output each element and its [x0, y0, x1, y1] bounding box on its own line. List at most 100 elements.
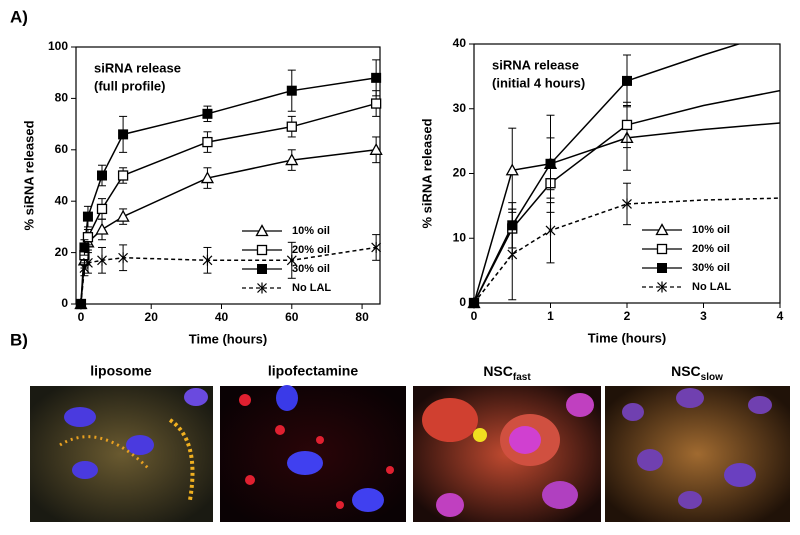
marker: [545, 158, 556, 169]
marker: [202, 108, 213, 119]
legend-label: 20% oil: [692, 243, 730, 255]
plot-lines: [80, 77, 377, 304]
panel-label: A): [10, 7, 28, 26]
x-axis-label: Time (hours): [588, 330, 667, 345]
marker: [286, 121, 297, 132]
legend-label: 20% oil: [292, 244, 330, 256]
marker: [82, 211, 93, 222]
x-tick-label: 80: [355, 310, 369, 324]
marker: [200, 171, 215, 184]
marker: [286, 254, 297, 266]
micrograph: [605, 386, 790, 522]
image-label-sub: fast: [513, 372, 531, 383]
x-tick-label: 2: [624, 309, 631, 323]
plot-lines: [474, 44, 780, 303]
marker: [79, 242, 90, 253]
micrograph: [413, 386, 601, 522]
marker: [622, 198, 632, 210]
panel-label: B): [10, 330, 28, 349]
series-line: [474, 203, 628, 303]
plot-frame: [75, 46, 381, 305]
y-tick-label: 20: [453, 166, 467, 180]
y-tick-label: 60: [55, 142, 69, 156]
x-tick-label: 1: [547, 309, 554, 323]
image-label: NSCslow: [671, 363, 723, 383]
marker: [656, 243, 668, 255]
image-label-main: NSC: [671, 363, 701, 379]
legend-label: 30% oil: [292, 263, 330, 275]
marker: [655, 223, 669, 236]
marker: [97, 254, 107, 266]
marker: [371, 72, 382, 83]
legend-label: No LAL: [292, 282, 331, 294]
x-tick-label: 3: [700, 309, 707, 323]
y-tick-label: 10: [453, 230, 467, 244]
marker: [507, 248, 518, 260]
fit-curve: [626, 44, 742, 82]
marker: [256, 244, 268, 256]
annotation: (initial 4 hours): [492, 75, 585, 90]
marker: [257, 264, 267, 274]
marker: [96, 203, 108, 215]
image-label: liposome: [90, 363, 152, 379]
x-tick-label: 0: [78, 310, 85, 324]
fit-curve: [626, 197, 780, 205]
marker: [371, 241, 382, 253]
annotation: siRNA release: [492, 57, 579, 72]
y-axis-label: % siRNA released: [21, 120, 36, 230]
marker: [202, 136, 213, 148]
marker: [657, 263, 667, 273]
image-label: NSCfast: [483, 363, 531, 383]
marker: [97, 170, 108, 181]
x-tick-label: 40: [215, 310, 229, 324]
y-tick-label: 30: [453, 101, 467, 115]
legend-label: No LAL: [692, 281, 731, 293]
x-tick-label: 0: [471, 309, 478, 323]
series-line: [474, 137, 628, 303]
y-tick-label: 100: [48, 39, 68, 53]
image-label-main: NSC: [483, 363, 513, 379]
marker: [117, 170, 129, 181]
marker: [83, 257, 93, 269]
annotation: siRNA release: [94, 60, 181, 75]
marker: [286, 85, 297, 96]
x-tick-label: 20: [145, 310, 159, 324]
marker: [369, 142, 383, 155]
marker: [370, 98, 382, 109]
legend-label: 30% oil: [692, 262, 730, 274]
y-tick-label: 0: [459, 295, 466, 309]
fit-curve: [626, 89, 780, 126]
micrograph: [30, 386, 213, 522]
marker: [469, 297, 479, 309]
marker: [202, 254, 213, 266]
legend-label: 10% oil: [292, 225, 330, 237]
marker: [75, 298, 86, 310]
series-line: [80, 77, 377, 304]
legend-label: 10% oil: [692, 224, 730, 236]
y-tick-label: 0: [61, 296, 68, 310]
y-tick-label: 20: [55, 245, 69, 259]
image-label: lipofectamine: [268, 363, 358, 379]
series-line: [474, 80, 628, 303]
x-tick-label: 60: [285, 310, 299, 324]
marker: [95, 222, 109, 235]
marker: [285, 153, 299, 166]
marker: [622, 75, 632, 86]
fit-curve: [626, 122, 780, 139]
marker: [118, 252, 129, 264]
chart: 0 20 40 60 80 0 20 40 60 80 100 Time (hours) % siRNA…: [21, 39, 383, 346]
y-tick-label: 40: [453, 36, 467, 50]
marker: [116, 209, 130, 222]
marker: [257, 282, 267, 294]
marker: [118, 129, 129, 140]
y-axis-label: % siRNA released: [419, 118, 434, 228]
x-tick-label: 4: [777, 309, 784, 323]
marker: [657, 281, 667, 293]
marker: [545, 224, 556, 236]
micrograph: [220, 385, 406, 522]
annotation: (full profile): [94, 78, 166, 93]
marker: [255, 224, 269, 237]
